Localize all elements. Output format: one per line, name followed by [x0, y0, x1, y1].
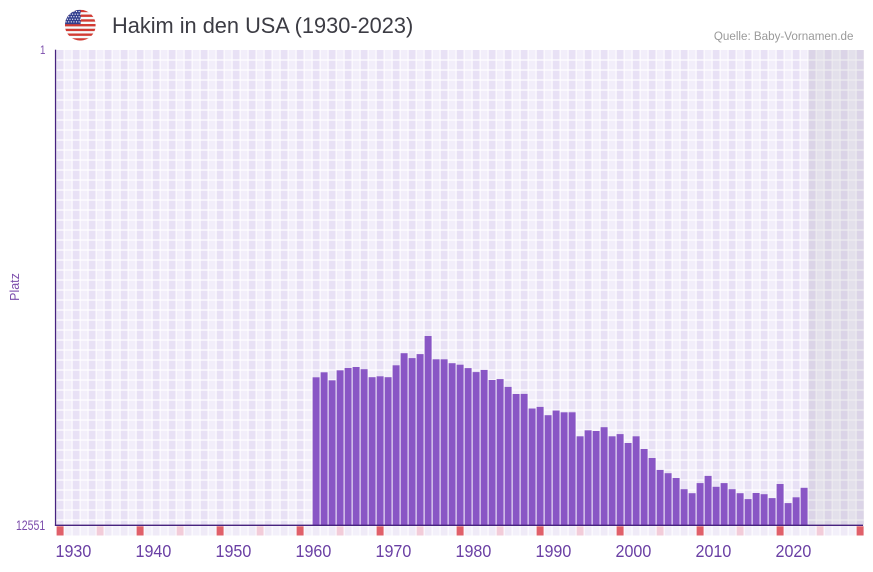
svg-text:1980: 1980: [456, 541, 492, 561]
svg-text:12551: 12551: [16, 518, 45, 534]
svg-text:Hakim in den USA (1930-2023): Hakim in den USA (1930-2023): [112, 13, 413, 38]
svg-text:2020: 2020: [776, 541, 812, 561]
svg-text:1960: 1960: [296, 541, 332, 561]
svg-text:1930: 1930: [56, 541, 92, 561]
svg-text:1970: 1970: [376, 541, 412, 561]
svg-text:Quelle: Baby-Vornamen.de: Quelle: Baby-Vornamen.de: [714, 29, 854, 43]
svg-text:2000: 2000: [616, 541, 652, 561]
svg-text:1940: 1940: [136, 541, 172, 561]
svg-text:1: 1: [40, 44, 45, 57]
svg-text:2010: 2010: [696, 541, 732, 561]
svg-text:1950: 1950: [216, 541, 252, 561]
svg-text:1990: 1990: [536, 541, 572, 561]
svg-text:Platz: Platz: [8, 273, 22, 301]
